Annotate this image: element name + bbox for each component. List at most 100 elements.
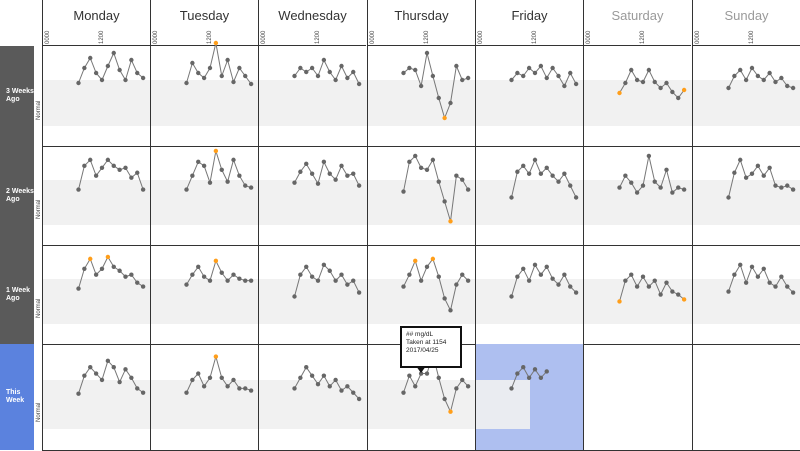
reading-point[interactable] [123,367,128,372]
reading-point[interactable] [556,282,561,287]
reading-point[interactable] [111,264,116,269]
reading-point[interactable] [460,77,465,83]
reading-point[interactable] [327,268,332,273]
reading-point[interactable] [237,276,242,281]
reading-point[interactable] [315,278,321,283]
reading-point[interactable] [767,70,772,76]
reading-point[interactable] [129,375,134,380]
reading-point[interactable] [538,63,544,69]
reading-point[interactable] [681,187,687,192]
reading-point[interactable] [664,280,669,285]
reading-point[interactable] [790,187,796,192]
reading-point[interactable] [515,371,520,376]
reading-point[interactable] [509,77,514,83]
reading-point[interactable] [248,81,254,87]
reading-point[interactable] [767,165,772,170]
reading-point[interactable] [292,180,297,185]
reading-point[interactable] [333,278,338,283]
reading-point[interactable] [442,396,447,402]
reading-point[interactable] [573,290,579,295]
reading-point[interactable] [743,77,749,83]
reading-point[interactable] [515,169,520,174]
reading-point[interactable] [436,274,441,279]
reading-point[interactable] [556,73,561,79]
reading-point[interactable] [304,264,309,269]
out-of-range-reading-point[interactable] [105,254,111,260]
reading-point[interactable] [225,179,230,184]
reading-point[interactable] [755,274,761,279]
reading-point[interactable] [76,391,81,396]
reading-point[interactable] [465,278,471,283]
reading-point[interactable] [82,266,87,271]
reading-point[interactable] [243,386,248,391]
reading-point[interactable] [454,173,459,178]
reading-point[interactable] [544,75,549,81]
reading-point[interactable] [292,73,297,79]
reading-point[interactable] [321,373,327,378]
reading-point[interactable] [82,65,87,71]
reading-point[interactable] [538,375,544,380]
out-of-range-reading-point[interactable] [442,115,447,121]
reading-point[interactable] [773,79,778,85]
reading-point[interactable] [351,69,356,75]
out-of-range-reading-point[interactable] [681,87,687,93]
reading-point[interactable] [785,284,790,289]
reading-point[interactable] [99,165,105,170]
out-of-range-reading-point[interactable] [88,256,93,262]
reading-point[interactable] [345,384,350,389]
reading-point[interactable] [515,274,520,279]
reading-point[interactable] [550,276,555,281]
out-of-range-reading-point[interactable] [448,409,453,414]
reading-point[interactable] [460,377,465,383]
reading-point[interactable] [544,369,549,374]
reading-point[interactable] [184,390,189,395]
reading-point[interactable] [448,100,453,106]
reading-point[interactable] [646,284,652,289]
reading-point[interactable] [556,179,561,184]
reading-point[interactable] [184,187,189,192]
reading-point[interactable] [743,280,749,285]
reading-point[interactable] [93,371,99,376]
reading-point[interactable] [140,75,146,81]
out-of-range-reading-point[interactable] [413,258,418,264]
reading-point[interactable] [345,75,350,81]
reading-point[interactable] [726,195,731,200]
reading-point[interactable] [738,262,743,268]
reading-point[interactable] [356,81,362,87]
reading-point[interactable] [327,171,332,176]
reading-point[interactable] [413,67,418,73]
reading-point[interactable] [652,79,657,85]
reading-point[interactable] [743,175,749,180]
reading-point[interactable] [436,375,441,380]
reading-point[interactable] [356,396,362,402]
reading-point[interactable] [315,73,321,79]
reading-point[interactable] [76,286,81,291]
reading-point[interactable] [135,170,140,175]
reading-point[interactable] [767,280,772,285]
reading-point[interactable] [562,272,567,277]
reading-point[interactable] [207,180,213,185]
reading-point[interactable] [231,272,236,277]
reading-point[interactable] [544,165,549,170]
reading-point[interactable] [424,264,430,269]
reading-point[interactable] [207,375,213,380]
reading-point[interactable] [634,77,640,83]
reading-point[interactable] [526,375,532,380]
reading-point[interactable] [321,57,327,63]
reading-point[interactable] [401,390,406,395]
reading-point[interactable] [779,185,784,190]
reading-point[interactable] [785,183,790,188]
reading-point[interactable] [351,171,356,176]
reading-point[interactable] [652,278,657,283]
reading-point[interactable] [248,278,254,283]
reading-point[interactable] [761,266,766,271]
reading-point[interactable] [670,89,675,95]
reading-point[interactable] [309,274,315,279]
reading-point[interactable] [237,173,242,178]
reading-point[interactable] [773,183,778,188]
out-of-range-reading-point[interactable] [617,299,622,304]
reading-point[interactable] [196,159,201,165]
reading-point[interactable] [93,173,99,178]
reading-point[interactable] [424,167,430,172]
reading-point[interactable] [184,80,189,86]
